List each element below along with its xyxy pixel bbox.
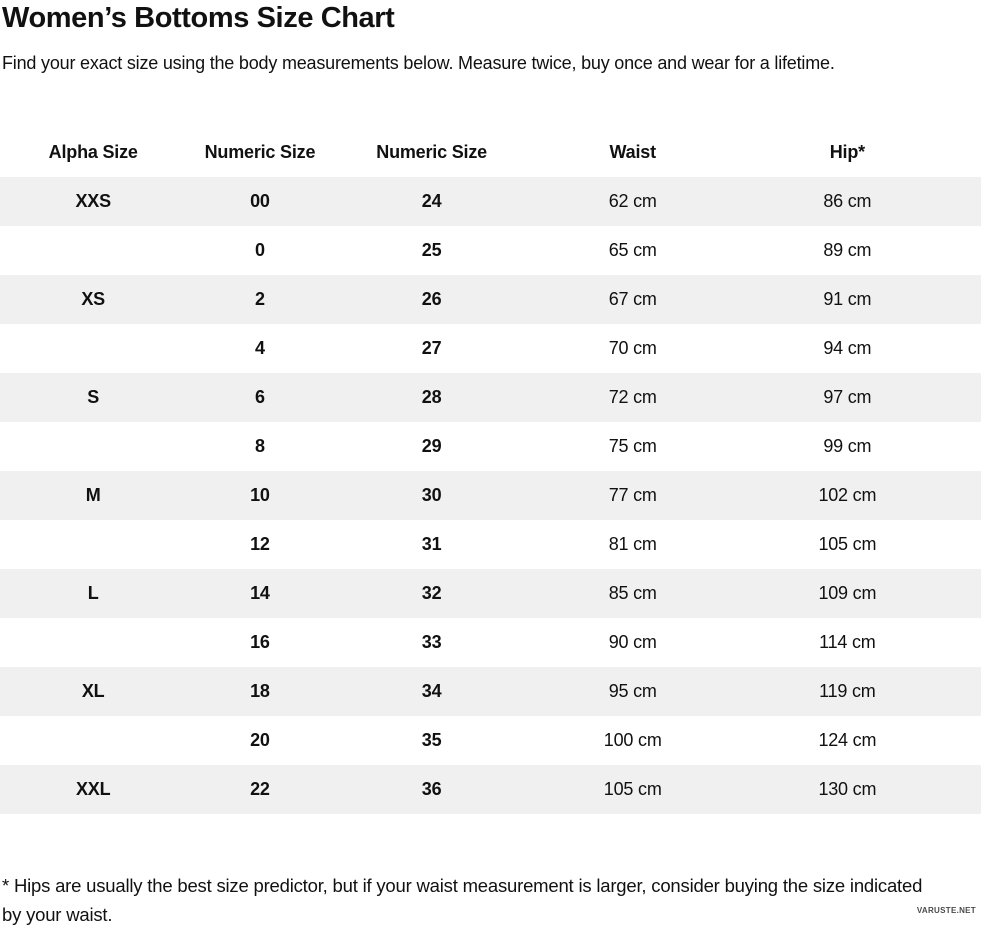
numeric-size-cell: 14	[250, 583, 270, 603]
alpha-size-cell: XS	[81, 289, 105, 309]
alpha-size-cell	[0, 422, 186, 471]
column-header-numeric-size-inches: Numeric Size	[376, 142, 487, 162]
table-row: XS 2 26 67 cm 91 cm	[0, 275, 981, 324]
hip-cell: 97 cm	[823, 387, 872, 407]
hip-cell: 105 cm	[818, 534, 877, 554]
numeric-size-cell: 18	[250, 681, 270, 701]
numeric-size-cell: 20	[250, 730, 270, 750]
alpha-size-cell	[0, 520, 186, 569]
alpha-size-cell: L	[87, 583, 99, 603]
waist-cell: 105 cm	[603, 779, 662, 799]
numeric-size-cell: 22	[250, 779, 270, 799]
table-row: 20 35 100 cm 124 cm	[0, 716, 981, 765]
alpha-size-cell	[0, 324, 186, 373]
hip-cell: 94 cm	[823, 338, 872, 358]
waist-cell: 62 cm	[608, 191, 657, 211]
alpha-size-cell: XL	[81, 681, 105, 701]
waist-cell: 67 cm	[608, 289, 657, 309]
table-row: L 14 32 85 cm 109 cm	[0, 569, 981, 618]
numeric-size-inches-cell: 32	[421, 583, 442, 603]
numeric-size-inches-cell: 27	[421, 338, 442, 358]
numeric-size-inches-cell: 26	[421, 289, 442, 309]
column-header-numeric-size: Numeric Size	[204, 142, 316, 162]
waist-cell: 90 cm	[608, 632, 657, 652]
table-row: 12 31 81 cm 105 cm	[0, 520, 981, 569]
numeric-size-cell: 2	[255, 289, 265, 309]
waist-cell: 100 cm	[603, 730, 662, 750]
waist-cell: 70 cm	[608, 338, 657, 358]
numeric-size-cell: 12	[250, 534, 270, 554]
numeric-size-inches-cell: 30	[421, 485, 442, 505]
numeric-size-cell: 00	[250, 191, 270, 211]
numeric-size-inches-cell: 25	[421, 240, 442, 260]
table-row: XXL 22 36 105 cm 130 cm	[0, 765, 981, 814]
table-row: 16 33 90 cm 114 cm	[0, 618, 981, 667]
alpha-size-cell: M	[85, 485, 101, 505]
numeric-size-inches-cell: 34	[421, 681, 442, 701]
numeric-size-inches-cell: 35	[421, 730, 442, 750]
numeric-size-inches-cell: 29	[421, 436, 442, 456]
hip-cell: 99 cm	[823, 436, 872, 456]
hip-cell: 130 cm	[818, 779, 877, 799]
watermark: VARUSTE.NET	[916, 906, 976, 915]
alpha-size-cell: XXS	[75, 191, 111, 211]
hip-cell: 91 cm	[823, 289, 872, 309]
hip-cell: 89 cm	[823, 240, 872, 260]
table-row: M 10 30 77 cm 102 cm	[0, 471, 981, 520]
column-header-waist: Waist	[609, 142, 657, 162]
numeric-size-cell: 4	[255, 338, 265, 358]
table-row: 8 29 75 cm 99 cm	[0, 422, 981, 471]
numeric-size-cell: 6	[255, 387, 265, 407]
table-row: XXS 00 24 62 cm 86 cm	[0, 177, 981, 226]
waist-cell: 72 cm	[608, 387, 657, 407]
table-row: 0 25 65 cm 89 cm	[0, 226, 981, 275]
numeric-size-cell: 16	[250, 632, 270, 652]
size-table-body: XXS 00 24 62 cm 86 cm 0 25 65 cm 89 cm XS 2 26 67 cm…	[0, 177, 981, 814]
hip-cell: 119 cm	[819, 681, 876, 701]
column-header-alpha-size: Alpha Size	[48, 142, 138, 162]
table-row: XL 18 34 95 cm 119 cm	[0, 667, 981, 716]
page-subtitle: Find your exact size using the body meas…	[2, 53, 835, 73]
waist-cell: 77 cm	[608, 485, 657, 505]
alpha-size-cell: XXL	[75, 779, 111, 799]
table-row: 4 27 70 cm 94 cm	[0, 324, 981, 373]
size-chart-table: Alpha Size Numeric Size Numeric Size Wai…	[0, 128, 981, 814]
numeric-size-inches-cell: 28	[421, 387, 442, 407]
numeric-size-cell: 0	[255, 240, 265, 260]
waist-cell: 85 cm	[608, 583, 657, 603]
alpha-size-cell	[0, 716, 186, 765]
hip-cell: 114 cm	[819, 632, 876, 652]
page-title: Women’s Bottoms Size Chart	[2, 2, 395, 34]
hip-cell: 109 cm	[818, 583, 877, 603]
numeric-size-inches-cell: 36	[421, 779, 442, 799]
numeric-size-cell: 10	[250, 485, 270, 505]
numeric-size-inches-cell: 33	[421, 632, 442, 652]
hip-cell: 86 cm	[823, 191, 872, 211]
numeric-size-inches-cell: 24	[421, 191, 442, 211]
alpha-size-cell	[0, 618, 186, 667]
numeric-size-cell: 8	[255, 436, 265, 456]
table-header-row: Alpha Size Numeric Size Numeric Size Wai…	[0, 128, 981, 177]
waist-cell: 81 cm	[608, 534, 657, 554]
alpha-size-cell	[0, 226, 186, 275]
waist-cell: 75 cm	[608, 436, 657, 456]
column-header-hip: Hip*	[829, 142, 865, 162]
hip-cell: 102 cm	[818, 485, 877, 505]
table-row: S 6 28 72 cm 97 cm	[0, 373, 981, 422]
waist-cell: 95 cm	[608, 681, 657, 701]
alpha-size-cell: S	[87, 387, 100, 407]
hip-cell: 124 cm	[818, 730, 877, 750]
waist-cell: 65 cm	[608, 240, 657, 260]
numeric-size-inches-cell: 31	[421, 534, 442, 554]
hip-footnote: * Hips are usually the best size predict…	[2, 875, 923, 925]
